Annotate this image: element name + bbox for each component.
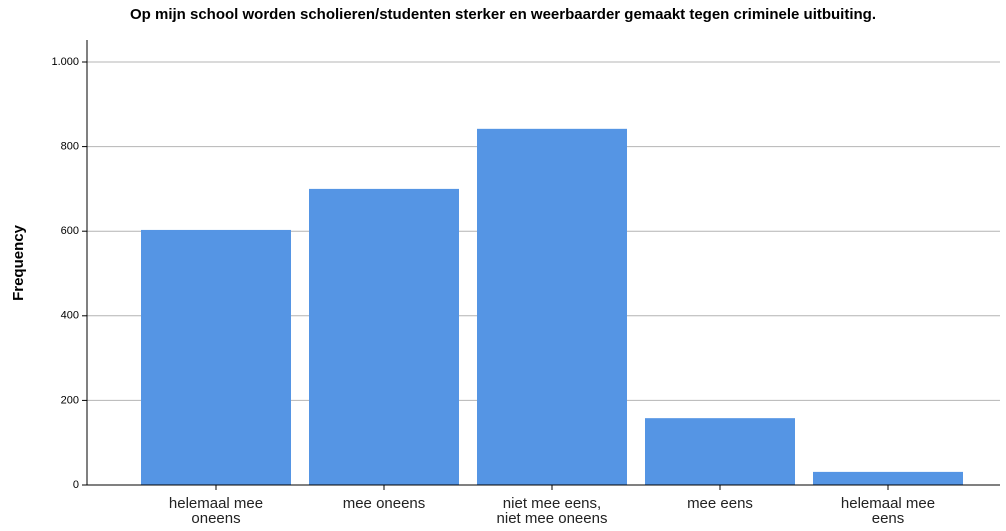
y-tick-label: 1.000	[51, 56, 79, 68]
y-axis-label: Frequency	[10, 224, 27, 301]
x-tick-label: helemaal mee oneens	[168, 495, 264, 527]
y-tick-label: 800	[61, 141, 79, 153]
y-tick-label: 600	[61, 225, 79, 237]
bar	[309, 188, 459, 485]
y-tick-label: 200	[61, 394, 79, 406]
x-tick-label: mee eens	[687, 495, 753, 512]
x-tick-label: mee oneens	[342, 495, 426, 512]
bar	[477, 128, 627, 485]
y-tick-label: 0	[73, 479, 79, 491]
chart-title: Op mijn school worden scholieren/student…	[130, 6, 876, 23]
bar	[645, 418, 795, 485]
y-tick-label: 400	[61, 310, 79, 322]
bar	[141, 229, 291, 485]
x-tick-label: helemaal mee eens	[840, 495, 936, 527]
x-tick-label: niet mee eens, niet mee oneens	[496, 495, 608, 527]
bar	[813, 471, 963, 485]
